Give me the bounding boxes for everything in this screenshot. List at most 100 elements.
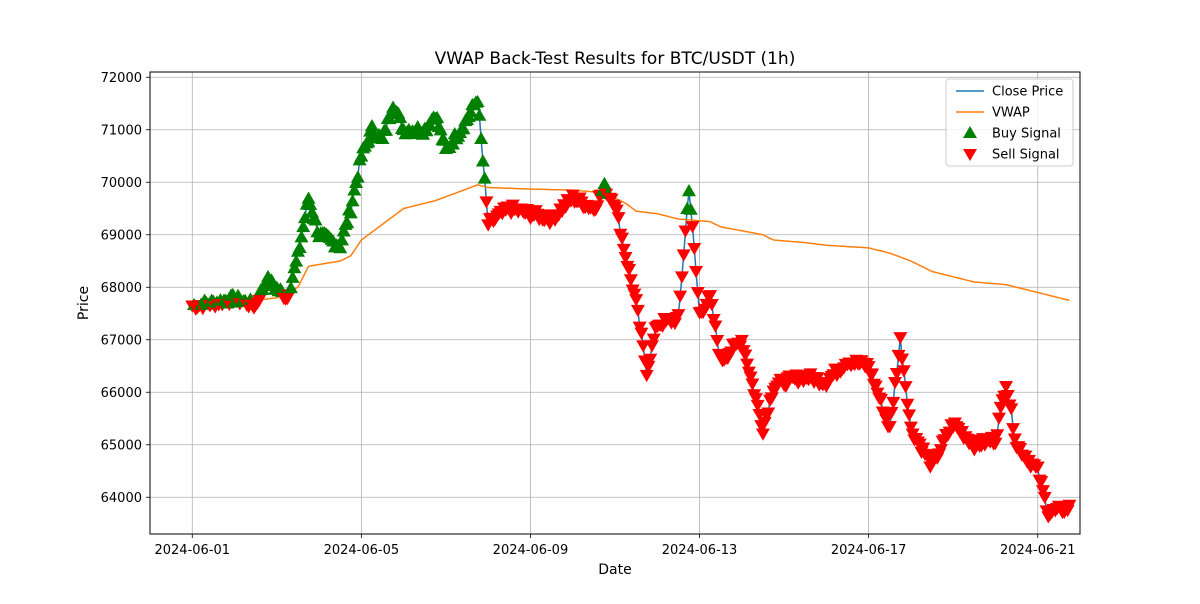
sell-signal-marker [706, 313, 721, 327]
sell-signal-marker [916, 442, 931, 455]
buy-signal-marker [683, 202, 698, 215]
x-tick-label: 2024-06-01 [154, 543, 230, 558]
buy-signal-marker [283, 281, 298, 294]
sell-signal-marker [990, 429, 1005, 442]
buy-signal-marker [474, 131, 489, 144]
sell-signal-marker [738, 349, 753, 362]
buy-signal-marker [301, 191, 316, 204]
buy-signal-marker [456, 121, 471, 135]
sell-signal-marker [1062, 499, 1077, 512]
sell-signal-marker [704, 298, 719, 312]
buy-signal-marker [393, 110, 408, 124]
y-axis-label: Price [76, 286, 92, 320]
x-axis-label: Date [598, 562, 631, 578]
buy-signal-marker [597, 176, 612, 189]
y-tick-label: 69000 [101, 228, 142, 243]
buy-signal-marker [340, 215, 355, 229]
sell-signal-marker [590, 200, 605, 213]
sell-signal-marker [1007, 433, 1022, 446]
x-tick-label: 2024-06-13 [662, 543, 738, 558]
sell-signal-marker [479, 196, 494, 209]
sell-signal-marker [993, 401, 1008, 415]
buy-signal-marker [333, 240, 348, 254]
legend: Close Price VWAP Buy Signal Sell Signal [945, 78, 1074, 167]
y-tick-label: 66000 [101, 386, 142, 401]
legend-buy-swatch [963, 126, 977, 138]
sell-signal-marker [673, 290, 688, 303]
sell-signal-marker [903, 421, 918, 434]
buy-signal-marker [285, 270, 300, 283]
buy-signal-marker [361, 135, 376, 148]
buy-signal-marker [292, 240, 307, 254]
buy-signal-marker [375, 131, 390, 144]
y-tick-label: 67000 [101, 333, 142, 348]
sell-signal-marker [646, 333, 661, 346]
sell-signal-marker [1013, 442, 1028, 456]
buy-signal-marker [364, 119, 379, 132]
sell-signal-marker [1006, 423, 1021, 436]
sell-signal-marker [988, 437, 1003, 450]
sell-signal-marker [868, 380, 883, 393]
sell-signal-marker [1034, 476, 1049, 489]
sell-signal-marker [644, 340, 659, 353]
sell-signal-marker [879, 414, 894, 427]
buy-signal-marker [343, 206, 358, 219]
sell-signal-marker [882, 421, 897, 434]
y-axis-ticks: 64000 65000 66000 67000 68000 69000 70000 71000… [101, 71, 150, 506]
sell-signal-marker [933, 444, 948, 457]
sell-signal-marker [618, 251, 633, 265]
sell-signal-marker [884, 407, 899, 420]
y-tick-label: 71000 [101, 123, 142, 138]
buy-signal-marker [379, 123, 394, 136]
buy-signal-marker [303, 197, 318, 210]
sell-signal-marker [750, 399, 765, 413]
buy-signal-marker [463, 104, 478, 118]
y-tick-label: 70000 [101, 176, 142, 191]
sell-signal-marker [865, 368, 880, 381]
buy-signal-marker [345, 194, 360, 207]
sell-signal-marker [252, 294, 267, 308]
sell-signal-marker [671, 309, 686, 322]
buy-signal-marker [350, 170, 365, 183]
sell-signal-marker [895, 353, 910, 366]
sell-signal-marker [687, 242, 702, 256]
sell-signal-marker [611, 212, 626, 225]
y-tick-label: 72000 [101, 71, 142, 86]
plot-frame [149, 71, 1081, 535]
buy-signal-marker [475, 154, 490, 167]
sell-signal-marker [622, 264, 637, 277]
sell-signal-marker [757, 416, 772, 430]
sell-signal-marker [674, 271, 689, 284]
sell-signal-marker [888, 376, 903, 390]
buy-signal-marker [334, 233, 349, 246]
sell-signal-marker [609, 204, 624, 217]
buy-signal-marker [296, 219, 311, 233]
sell-signal-marker [1000, 389, 1015, 403]
sell-signal-marker [690, 286, 705, 300]
sell-signal-marker [641, 360, 656, 374]
buy-signal-marker [336, 224, 351, 237]
buy-signal-marker [472, 108, 487, 121]
sell-signal-marker [636, 340, 651, 353]
sell-signal-marker [896, 365, 911, 378]
chart-title: VWAP Back-Test Results for BTC/USDT (1h) [435, 49, 796, 69]
buy-signal-marker [354, 149, 369, 162]
sell-signal-marker [629, 294, 644, 307]
sell-signal-marker [898, 381, 913, 394]
sell-signal-marker [861, 361, 876, 374]
sell-signal-marker [710, 335, 725, 348]
buy-signal-marker [287, 261, 302, 274]
sell-signal-marker [708, 320, 723, 333]
buy-signal-marker [289, 254, 304, 267]
y-tick-label: 68000 [101, 281, 142, 296]
sell-signal-marker [639, 369, 654, 383]
sell-signal-marker [676, 249, 691, 262]
sell-signal-marker [678, 225, 693, 238]
buy-signal-marker [430, 110, 445, 123]
sell-signal-marker [761, 407, 776, 420]
x-axis-ticks: 2024-06-01 2024-06-05 2024-06-09 2024-06-13… [154, 534, 1076, 558]
sell-signal-marker [1037, 491, 1052, 505]
sell-signal-marker [616, 243, 631, 257]
y-tick-label: 65000 [101, 438, 142, 453]
sell-signal-marker [745, 378, 760, 391]
